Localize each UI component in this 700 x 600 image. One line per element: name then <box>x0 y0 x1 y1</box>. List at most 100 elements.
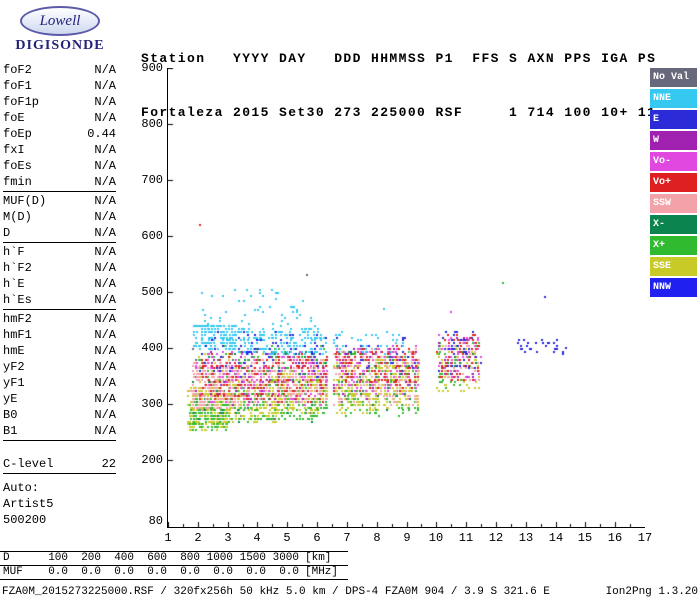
lowell-digisonde-logo: Lowell DIGISONDE <box>8 6 112 54</box>
param-label: B1 <box>3 424 18 438</box>
y-tick-label: 800 <box>141 117 163 131</box>
param-label: h`F <box>3 245 25 259</box>
plot-area <box>167 68 645 528</box>
param-label: C-level <box>3 457 54 471</box>
y-tick-label: 600 <box>141 229 163 243</box>
x-tick-label: 2 <box>194 531 202 545</box>
x-tick-label: 12 <box>488 531 504 545</box>
d-value: 1500 <box>239 552 266 564</box>
param-value: N/A <box>94 143 116 157</box>
d-value: 600 <box>147 552 167 564</box>
param-value: N/A <box>94 159 116 173</box>
muf-value: 0.0 <box>48 566 68 578</box>
param-value: N/A <box>94 79 116 93</box>
param-label: foE <box>3 111 25 125</box>
param-row-foEp: foEp 0.44 <box>3 126 116 142</box>
param-row-D: D N/A <box>3 225 116 241</box>
param-row-yF1: yF1 N/A <box>3 375 116 391</box>
param-row-yE: yE N/A <box>3 391 116 407</box>
x-tick-label: 4 <box>253 531 261 545</box>
x-tick-label: 3 <box>224 531 232 545</box>
param-label: yF2 <box>3 360 25 374</box>
ionogram-canvas <box>168 68 645 527</box>
legend-item-e: E <box>650 110 697 129</box>
y-tick-label: 400 <box>141 341 163 355</box>
legend-item-w: W <box>650 131 697 150</box>
d-value: 200 <box>81 552 101 564</box>
filename-text: FZA0M_2015273225000.RSF / 320fx256h 50 k… <box>2 586 550 598</box>
param-row-hF: h`F N/A <box>3 244 116 260</box>
divider <box>3 473 116 474</box>
x-tick-label: 11 <box>458 531 474 545</box>
parameter-panel: foF2 N/A foF1 N/A foF1p N/A foE N/A foEp 0.44 fxI N… <box>3 62 116 528</box>
auto-info-line: 500200 <box>3 513 47 527</box>
param-row-foEs: foEs N/A <box>3 158 116 174</box>
param-value: N/A <box>94 245 116 259</box>
param-row-B1: B1 N/A <box>3 423 116 439</box>
auto-info-line: Auto: <box>3 481 40 495</box>
param-value: N/A <box>94 194 116 208</box>
d-muf-table: D 100 200 400 600 800 1000 1500 3000 [km] MUF 0.0 0.… <box>0 551 348 580</box>
divider <box>3 242 116 243</box>
param-label: yF1 <box>3 376 25 390</box>
param-value: N/A <box>94 111 116 125</box>
param-label: fxI <box>3 143 25 157</box>
param-value: N/A <box>94 312 116 326</box>
param-row-MD: M(D) N/A <box>3 209 116 225</box>
d-value: 3000 <box>272 552 299 564</box>
x-tick-label: 1 <box>164 531 172 545</box>
spacer <box>3 442 116 456</box>
param-row-hmF1: hmF1 N/A <box>3 327 116 343</box>
param-label: h`E <box>3 277 25 291</box>
param-value: 22 <box>101 457 116 471</box>
d-value: 100 <box>48 552 68 564</box>
row-label: D <box>3 552 10 564</box>
param-label: foEs <box>3 159 32 173</box>
x-axis-labels: 1 2 3 4 5 6 7 8 9 10 11 12 13 14 15 16 17 <box>164 531 652 545</box>
param-row-hEs: h`Es N/A <box>3 292 116 308</box>
muf-value: 0.0 <box>114 566 134 578</box>
logo-oval: Lowell <box>20 6 100 36</box>
logo-digisonde-text: DIGISONDE <box>15 38 105 53</box>
divider <box>3 309 116 310</box>
row-label: MUF <box>3 566 23 578</box>
param-label: hmE <box>3 344 25 358</box>
legend-item-vo-: Vo+ <box>650 173 697 192</box>
divider <box>3 440 116 441</box>
param-label: yE <box>3 392 18 406</box>
param-row-B0: B0 N/A <box>3 407 116 423</box>
param-value: N/A <box>94 424 116 438</box>
x-tick-label: 9 <box>403 531 411 545</box>
legend-item-nnw: NNW <box>650 278 697 297</box>
param-row-fmin: fmin N/A <box>3 174 116 190</box>
x-tick-label: 17 <box>637 531 653 545</box>
param-row-yF2: yF2 N/A <box>3 359 116 375</box>
param-label: foF1 <box>3 79 32 93</box>
d-row: D 100 200 400 600 800 1000 1500 3000 [km] <box>0 552 348 566</box>
param-value: N/A <box>94 328 116 342</box>
param-row-foF2: foF2 N/A <box>3 62 116 78</box>
x-tick-label: 7 <box>343 531 351 545</box>
legend-item-vo-: Vo- <box>650 152 697 171</box>
param-label: B0 <box>3 408 18 422</box>
param-value: N/A <box>94 210 116 224</box>
param-value: N/A <box>94 408 116 422</box>
param-label: D <box>3 226 11 240</box>
legend-item-ssw: SSW <box>650 194 697 213</box>
param-value: N/A <box>94 360 116 374</box>
legend-item-x-: X+ <box>650 236 697 255</box>
muf-value: 0.0 <box>213 566 233 578</box>
param-row-foF1p: foF1p N/A <box>3 94 116 110</box>
param-label: h`F2 <box>3 261 32 275</box>
param-label: foEp <box>3 127 32 141</box>
auto-info-line: Artist5 <box>3 497 54 511</box>
muf-row: MUF 0.0 0.0 0.0 0.0 0.0 0.0 0.0 0.0 [MHz] <box>0 566 348 580</box>
y-tick-label: 700 <box>141 173 163 187</box>
x-tick-label: 15 <box>577 531 593 545</box>
param-value: N/A <box>94 344 116 358</box>
param-label: MUF(D) <box>3 194 47 208</box>
version-text: Ion2Png 1.3.20 <box>605 586 698 598</box>
y-tick-label: 900 <box>141 61 163 75</box>
param-label: hmF2 <box>3 312 32 326</box>
